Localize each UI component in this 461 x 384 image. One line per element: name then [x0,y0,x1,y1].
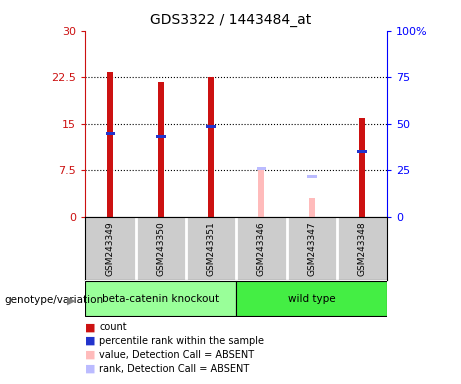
Text: ▶: ▶ [67,295,76,305]
Text: GSM243348: GSM243348 [358,221,366,276]
Text: rank, Detection Call = ABSENT: rank, Detection Call = ABSENT [99,364,249,374]
Text: ■: ■ [85,364,96,374]
Bar [359,118,365,217]
Text: wild type: wild type [288,293,336,304]
Bar [106,132,115,135]
Bar [307,175,317,178]
Text: value, Detection Call = ABSENT: value, Detection Call = ABSENT [99,350,254,360]
Bar [357,150,367,153]
Bar [107,72,113,217]
Text: beta-catenin knockout: beta-catenin knockout [102,293,219,304]
Bar [257,167,266,170]
Text: ■: ■ [85,350,96,360]
Bar [85,281,236,316]
Bar [156,135,165,138]
Text: ■: ■ [85,336,96,346]
Text: ■: ■ [85,322,96,332]
Text: genotype/variation: genotype/variation [5,295,104,305]
Text: count: count [99,322,127,332]
Text: GSM243351: GSM243351 [207,221,216,276]
Text: GSM243350: GSM243350 [156,221,165,276]
Bar [259,170,265,217]
Bar [309,199,315,217]
Bar [208,77,214,217]
Text: percentile rank within the sample: percentile rank within the sample [99,336,264,346]
Text: GSM243349: GSM243349 [106,221,115,276]
Text: GDS3322 / 1443484_at: GDS3322 / 1443484_at [150,13,311,27]
Bar [206,126,216,129]
Text: GSM243347: GSM243347 [307,221,316,276]
Bar [236,281,387,316]
Bar [158,82,164,217]
Text: GSM243346: GSM243346 [257,221,266,276]
